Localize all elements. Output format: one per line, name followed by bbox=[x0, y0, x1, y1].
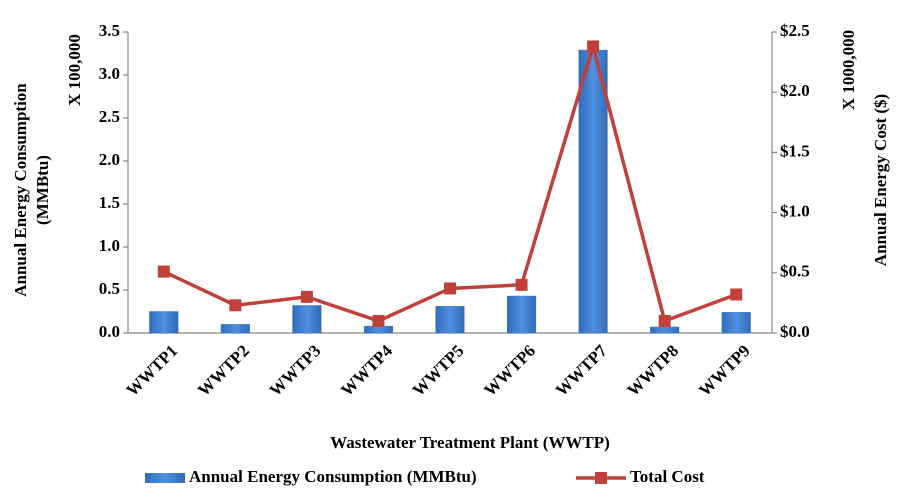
bar bbox=[578, 49, 608, 334]
x-tick-label: WWTP7 bbox=[552, 341, 611, 400]
y-tick-label: 0.0 bbox=[99, 322, 120, 341]
y-tick-label: 1.0 bbox=[99, 236, 120, 255]
y2-tick-label: $0.0 bbox=[780, 322, 810, 341]
line-marker bbox=[515, 278, 528, 291]
line-marker bbox=[300, 290, 313, 303]
line-marker bbox=[444, 282, 456, 295]
bar bbox=[149, 311, 179, 334]
legend-swatch bbox=[595, 472, 607, 484]
x-tick-label: WWTP6 bbox=[480, 341, 539, 400]
bar bbox=[292, 305, 322, 334]
bar bbox=[220, 324, 250, 334]
bar bbox=[650, 326, 680, 334]
y2-tick-label: $2.5 bbox=[780, 21, 810, 40]
y2-tick-label: $1.5 bbox=[780, 141, 810, 160]
line-marker bbox=[372, 314, 385, 327]
line-marker bbox=[730, 288, 743, 301]
line-marker bbox=[157, 265, 170, 278]
x-tick-label: WWTP1 bbox=[123, 341, 182, 400]
x-tick-label: WWTP3 bbox=[266, 341, 325, 400]
y-axis-multiplier: X 100,000 bbox=[65, 34, 84, 106]
y-tick-label: 3.0 bbox=[99, 64, 120, 83]
bar bbox=[363, 325, 394, 334]
bar bbox=[435, 306, 465, 334]
legend-label: Total Cost bbox=[630, 467, 705, 486]
y-axis-title: (MMBtu) bbox=[33, 155, 52, 225]
y-tick-label: 1.5 bbox=[99, 193, 120, 212]
x-axis-title: Wastewater Treatment Plant (WWTP) bbox=[330, 433, 610, 452]
y-axis-title: Annual Energy Consumption bbox=[11, 83, 30, 297]
bar bbox=[721, 312, 751, 334]
legend-label: Annual Energy Consumption (MMBtu) bbox=[189, 467, 477, 486]
x-tick-label: WWTP4 bbox=[337, 341, 396, 400]
y-tick-label: 2.5 bbox=[99, 107, 120, 126]
line-marker bbox=[229, 299, 242, 312]
x-tick-label: WWTP9 bbox=[695, 341, 754, 400]
y-tick-label: 2.0 bbox=[99, 150, 120, 169]
y2-tick-label: $1.0 bbox=[780, 202, 810, 221]
bar bbox=[506, 295, 537, 334]
x-tick-label: WWTP8 bbox=[623, 341, 682, 400]
y2-axis-multiplier: X 1000,000 bbox=[839, 30, 858, 110]
line-marker bbox=[658, 314, 671, 327]
x-tick-label: WWTP5 bbox=[409, 341, 468, 400]
line bbox=[163, 39, 737, 324]
y2-axis-title: Annual Energy Cost ($) bbox=[871, 94, 890, 266]
y-tick-label: 0.5 bbox=[99, 279, 120, 298]
line-marker bbox=[587, 40, 600, 53]
y2-tick-label: $2.0 bbox=[780, 81, 810, 100]
legend-swatch bbox=[145, 473, 185, 483]
y-tick-label: 3.5 bbox=[99, 21, 120, 40]
y2-tick-label: $0.5 bbox=[780, 262, 810, 281]
x-tick-label: WWTP2 bbox=[194, 341, 253, 400]
